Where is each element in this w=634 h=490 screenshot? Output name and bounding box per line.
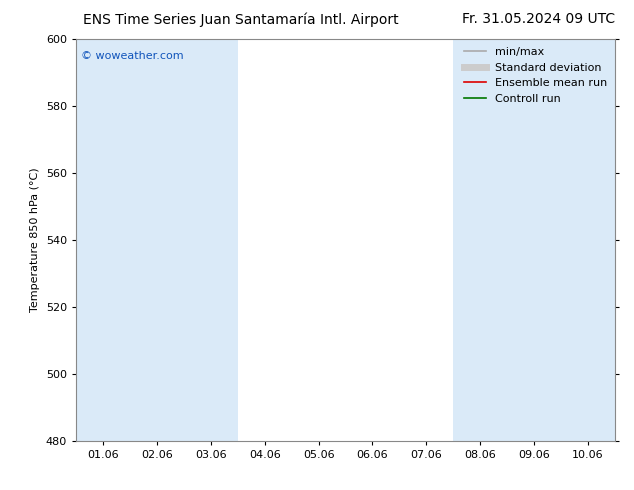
Bar: [561, 39, 615, 441]
Text: © woweather.com: © woweather.com: [81, 51, 184, 61]
Text: ENS Time Series Juan Santamaría Intl. Airport: ENS Time Series Juan Santamaría Intl. Ai…: [83, 12, 399, 27]
Bar: [507, 39, 561, 441]
Bar: [184, 39, 238, 441]
Y-axis label: Temperature 850 hPa (°C): Temperature 850 hPa (°C): [30, 168, 40, 313]
Legend: min/max, Standard deviation, Ensemble mean run, Controll run: min/max, Standard deviation, Ensemble me…: [460, 43, 612, 108]
Bar: [130, 39, 184, 441]
Text: Fr. 31.05.2024 09 UTC: Fr. 31.05.2024 09 UTC: [462, 12, 615, 26]
Bar: [453, 39, 507, 441]
Bar: [76, 39, 130, 441]
